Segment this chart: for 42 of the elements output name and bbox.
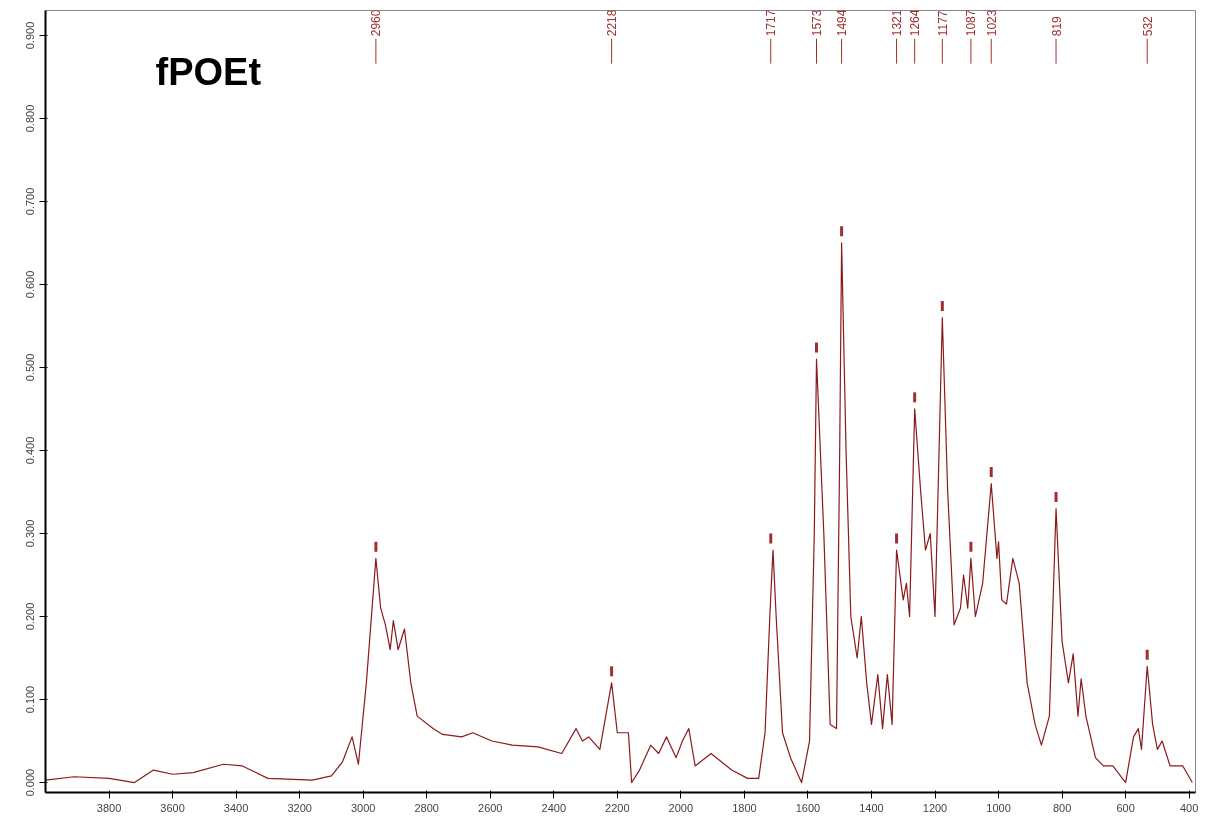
x-tick-label: 600 [1116,801,1135,814]
ref-line-label: 532 [1140,15,1155,37]
y-tick-label: 0.200 [24,602,37,631]
y-tick-label: 0.900 [24,21,37,50]
x-tick-label: 3800 [96,801,122,814]
x-tick-label: 2200 [605,801,630,814]
ref-line-label: 819 [1049,15,1064,37]
x-tick-label: 2600 [478,801,503,814]
y-tick-label: 0.700 [24,187,37,216]
text: fPOEt [155,50,262,93]
ref-line-label: 1264 [908,9,923,37]
line-series [45,242,1193,784]
ref-line-label: 1573 [810,9,825,37]
x-tick-label: 3600 [160,801,185,814]
x-tick-label: 800 [1052,801,1072,814]
x-tick-label: 1400 [859,801,884,814]
ref-line-label: 2218 [605,9,620,37]
y-tick-label: 0.100 [24,685,37,714]
x-tick-label: 400 [1179,801,1199,814]
x-tick-label: 2400 [541,801,567,814]
x-tick-label: 1600 [795,801,821,814]
x-tick-label: 3000 [350,801,376,814]
x-tick-label: 2000 [668,801,694,814]
x-tick-label: 3400 [223,801,249,814]
ref-line-label: 1321 [890,9,905,37]
ref-line-label: 1087 [964,9,979,37]
x-tick-label: 1800 [732,801,757,814]
ref-line-label: 1494 [835,9,850,37]
x-tick-label: 2800 [414,801,439,814]
ref-line-label: 1177 [935,10,950,37]
x-tick-label: 1200 [922,801,948,814]
y-tick-label: 0.600 [24,270,37,299]
x-tick-label: 1000 [986,801,1011,814]
y-tick-label: 0.000 [24,768,37,797]
y-tick-label: 0.300 [24,519,37,548]
ref-line-label: 1717 [764,9,779,37]
y-tick-label: 0.500 [24,353,37,382]
y-tick-label: 0.400 [24,436,37,465]
y-tick-label: 0.800 [24,104,37,133]
ref-line-label: 2960 [369,9,384,37]
ref-line-label: 1023 [984,9,999,37]
x-tick-label: 3200 [287,801,312,814]
